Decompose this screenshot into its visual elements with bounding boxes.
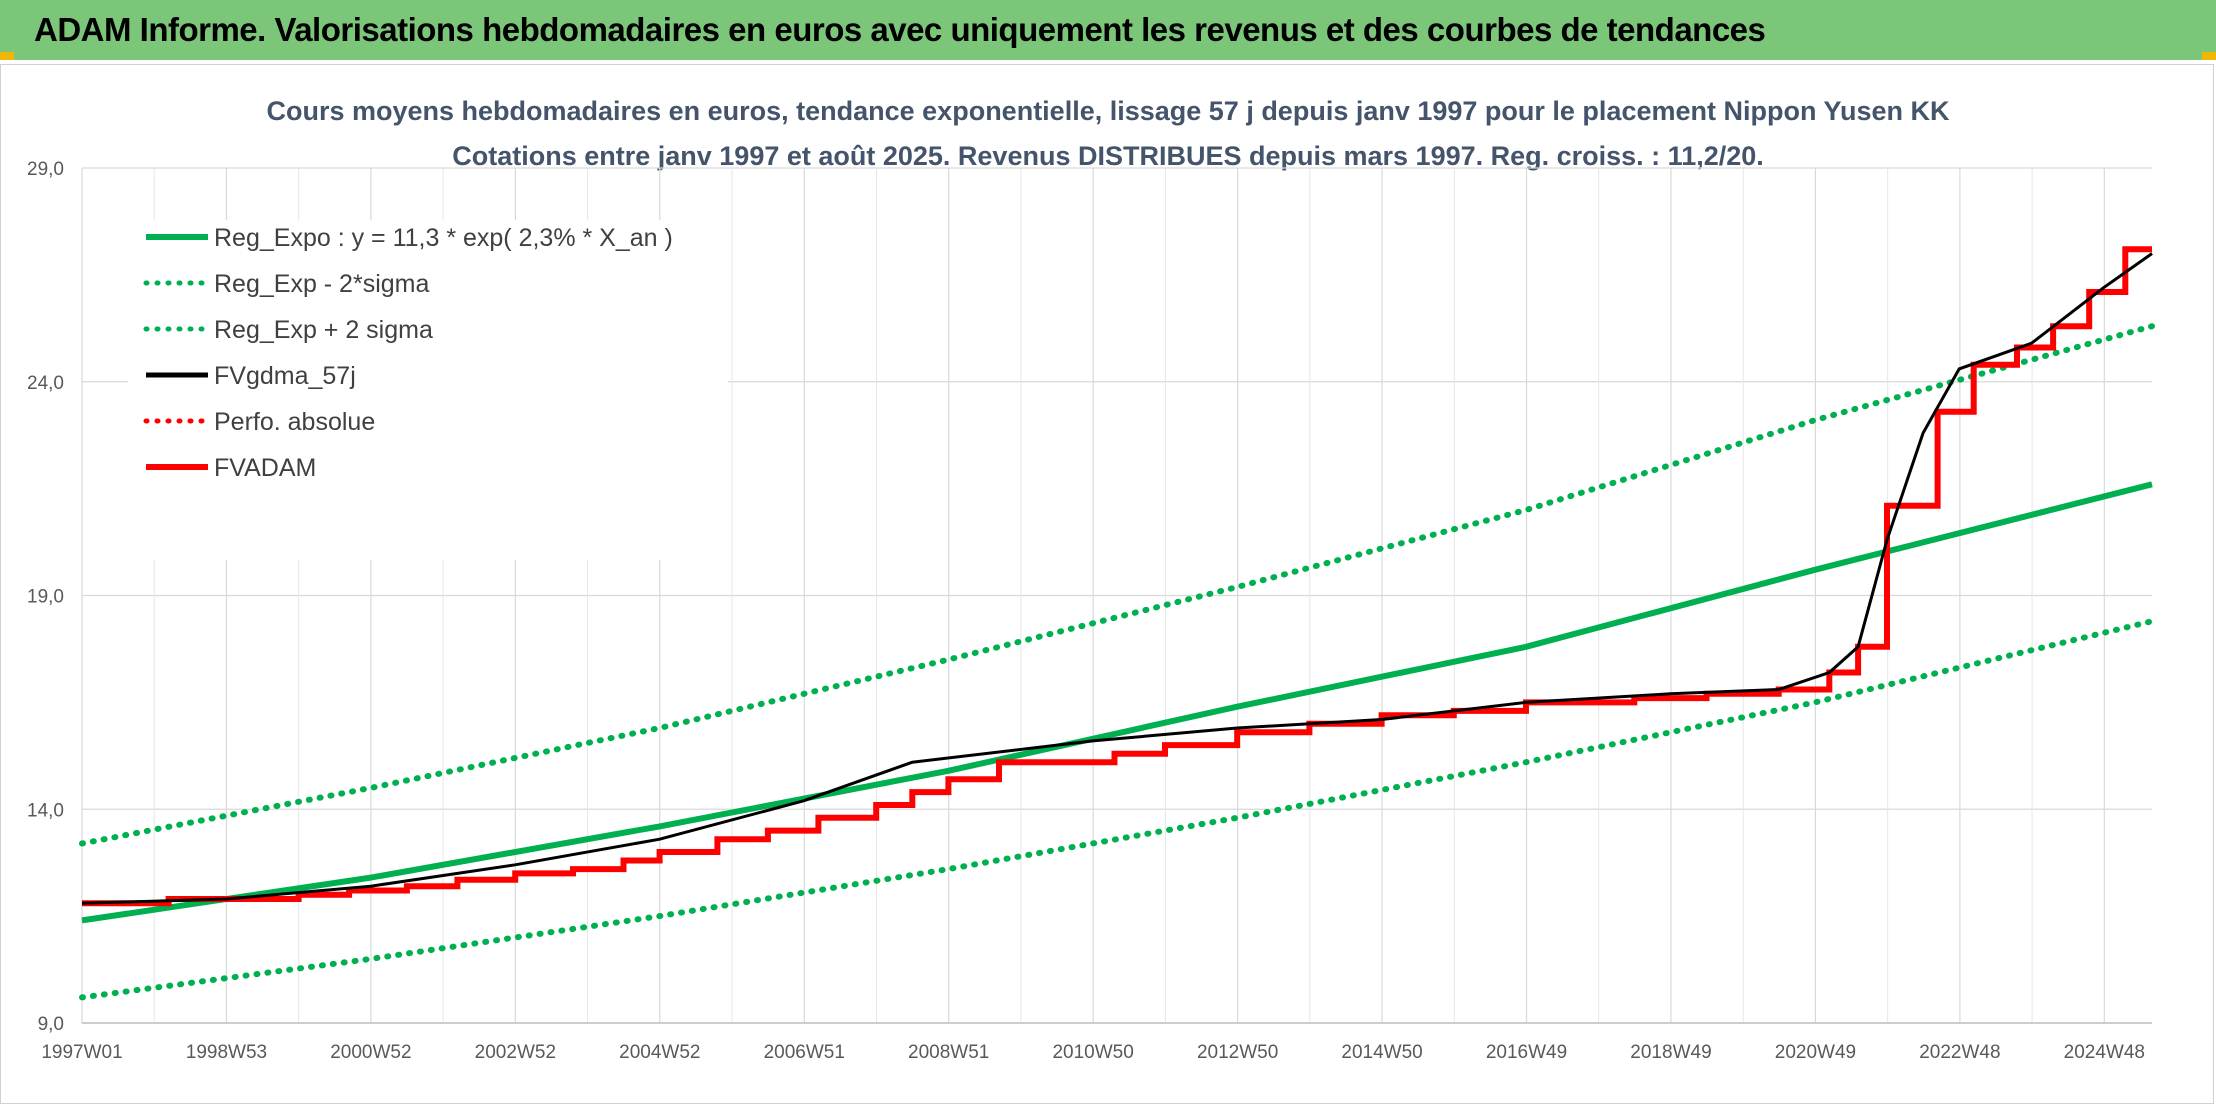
x-tick-label: 2008W51: [908, 1042, 989, 1063]
chart-area: Cours moyens hebdomadaires en euros, ten…: [27, 96, 2155, 1063]
report-banner: ADAM Informe. Valorisations hebdomadaire…: [0, 0, 2216, 60]
x-tick-label: 2006W51: [764, 1042, 845, 1063]
plot-series: [79, 246, 2155, 1001]
x-tick-label: 1998W53: [186, 1042, 267, 1063]
x-tick-label: 2004W52: [619, 1042, 700, 1063]
x-tick-label: 1997W01: [41, 1042, 122, 1063]
x-axis: 1997W01 1998W53 2000W52 2002W52 2004W52 2006W…: [41, 1022, 2152, 1063]
x-tick-label: 2002W52: [475, 1042, 556, 1063]
series-line-2: [79, 323, 2155, 847]
x-tick-label: 2016W49: [1486, 1042, 1567, 1063]
series-line-5: [82, 246, 2152, 907]
y-tick-label: 19,0: [27, 587, 64, 608]
legend: Reg_Expo : y = 11,3 * exp( 2,3% * X_an )…: [128, 220, 728, 560]
y-axis: 9,0 14,0 19,0 24,0 29,0: [27, 159, 64, 1035]
series-line-1: [79, 618, 2155, 1001]
legend-label: Reg_Exp - 2*sigma: [214, 270, 429, 298]
series-line-3: [81, 252, 2153, 905]
legend-background: [128, 220, 728, 560]
x-tick-label: 2010W50: [1052, 1042, 1133, 1063]
legend-label: Reg_Exp + 2 sigma: [214, 316, 433, 344]
banner-title: ADAM Informe. Valorisations hebdomadaire…: [34, 11, 1766, 48]
series-line-0: [81, 481, 2153, 924]
legend-label: Perfo. absolue: [214, 408, 375, 436]
chart-title-line-1: Cours moyens hebdomadaires en euros, ten…: [266, 96, 1950, 126]
corner-marker-left: [0, 52, 14, 60]
x-tick-label: 2024W48: [2064, 1042, 2145, 1063]
chart-frame: [0, 64, 2214, 1104]
x-tick-label: 2014W50: [1341, 1042, 1422, 1063]
chart-title-line-2: Cotations entre janv 1997 et août 2025. …: [452, 141, 1764, 171]
y-tick-label: 24,0: [27, 373, 64, 394]
y-tick-label: 29,0: [27, 159, 64, 180]
corner-marker-right: [2202, 52, 2216, 60]
x-tick-label: 2020W49: [1775, 1042, 1856, 1063]
x-tick-label: 2012W50: [1197, 1042, 1278, 1063]
x-tick-label: 2018W49: [1630, 1042, 1711, 1063]
legend-label: Reg_Expo : y = 11,3 * exp( 2,3% * X_an ): [214, 224, 673, 252]
legend-label: FVADAM: [214, 454, 316, 482]
x-tick-label: 2022W48: [1919, 1042, 2000, 1063]
x-tick-label: 2000W52: [330, 1042, 411, 1063]
y-tick-label: 9,0: [38, 1014, 64, 1035]
y-tick-label: 14,0: [27, 800, 64, 821]
legend-label: FVgdma_57j: [214, 362, 356, 390]
